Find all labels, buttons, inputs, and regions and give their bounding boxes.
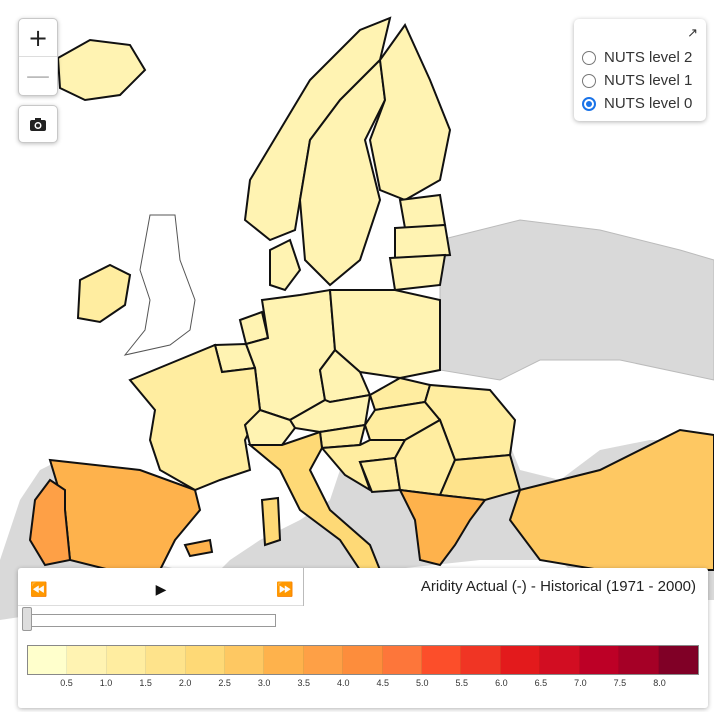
- legend-tick-label: 0.5: [60, 678, 73, 688]
- legend-tick-label: 4.0: [336, 678, 350, 688]
- country-austria[interactable]: [288, 393, 372, 434]
- legend-swatch: [658, 646, 698, 674]
- legend-swatch: [303, 646, 344, 674]
- legend-tick-label: 6.5: [534, 678, 548, 688]
- rewind-icon: ⏪: [30, 580, 48, 597]
- radio-nuts1[interactable]: [582, 73, 596, 88]
- radio-nuts0[interactable]: [582, 96, 596, 111]
- play-button[interactable]: ▶: [146, 576, 176, 602]
- legend-tick-label: 1.0: [99, 678, 113, 688]
- play-icon: ▶: [155, 580, 167, 597]
- rewind-button[interactable]: ⏪: [24, 576, 54, 602]
- divider: [303, 568, 304, 606]
- layer-label: NUTS level 0: [604, 95, 693, 112]
- country-france[interactable]: [128, 343, 262, 492]
- layer-label: NUTS level 2: [604, 49, 693, 66]
- expand-icon[interactable]: ↗: [687, 25, 698, 40]
- legend-swatch: [540, 646, 580, 674]
- legend-tick-label: 3.0: [257, 678, 271, 688]
- legend-swatch: [264, 646, 304, 674]
- country-italy[interactable]: [260, 496, 282, 547]
- color-legend: [27, 645, 699, 675]
- country-italy[interactable]: [247, 430, 382, 571]
- country-cyprus[interactable]: [183, 538, 214, 558]
- legend-swatch: [28, 646, 68, 674]
- legend-swatch: [225, 646, 265, 674]
- legend-tick-label: 7.5: [613, 678, 627, 688]
- legend-swatch: [67, 646, 107, 674]
- legend-tick-label: 2.0: [178, 678, 192, 688]
- legend-tick-label: 5.0: [416, 678, 429, 688]
- legend-tick-label: 5.5: [455, 678, 469, 688]
- legend-tick-label: 2.5: [218, 678, 231, 688]
- country-finland[interactable]: [368, 23, 452, 202]
- zoom-out-button[interactable]: —: [26, 61, 50, 90]
- layer-label: NUTS level 1: [604, 72, 693, 89]
- legend-tick-label: 1.5: [139, 678, 152, 688]
- radio-nuts2[interactable]: [582, 50, 596, 65]
- country-turkey[interactable]: [508, 428, 714, 571]
- layer-switcher: ↗ NUTS level 2 NUTS level 1 NUTS level 0: [574, 19, 706, 121]
- fast-forward-button[interactable]: ⏩: [270, 576, 300, 602]
- legend-swatch: [579, 646, 620, 674]
- legend-swatch: [382, 646, 423, 674]
- screenshot-button[interactable]: [18, 105, 58, 143]
- legend-tick-label: 4.5: [376, 678, 390, 688]
- legend-swatch: [185, 646, 226, 674]
- time-slider[interactable]: [26, 614, 276, 627]
- camera-icon: [30, 117, 46, 131]
- time-slider-handle[interactable]: [22, 607, 32, 631]
- legend-tick-label: 7.0: [574, 678, 587, 688]
- country-latvia[interactable]: [394, 223, 452, 260]
- legend-swatch: [461, 646, 501, 674]
- legend-tick-label: 8.0: [653, 678, 666, 688]
- country-iceland[interactable]: [56, 38, 147, 102]
- map-title: Aridity Actual (-) - Historical (1971 - …: [420, 578, 696, 595]
- time-legend-panel: ⏪ ▶ ⏩ Aridity Actual (-) - Historical (1…: [18, 568, 708, 708]
- legend-tick-label: 3.5: [297, 678, 310, 688]
- zoom-in-button[interactable]: +: [19, 19, 57, 57]
- country-lithuania[interactable]: [388, 253, 447, 292]
- legend-swatch: [106, 646, 147, 674]
- legend-swatch: [619, 646, 659, 674]
- legend-swatch: [146, 646, 186, 674]
- country-estonia[interactable]: [398, 193, 447, 230]
- country-sweden[interactable]: [298, 57, 387, 287]
- country-ireland[interactable]: [76, 263, 132, 324]
- legend-swatch: [422, 646, 462, 674]
- layer-option-nuts1[interactable]: NUTS level 1: [582, 72, 692, 89]
- divider: [18, 605, 303, 606]
- country-greece[interactable]: [398, 488, 487, 567]
- legend-tick-label: 6.0: [495, 678, 508, 688]
- legend-swatch: [500, 646, 541, 674]
- legend-swatch: [343, 646, 383, 674]
- layer-option-nuts0[interactable]: NUTS level 0: [582, 95, 692, 112]
- fast-forward-icon: ⏩: [276, 580, 294, 597]
- country-portugal[interactable]: [28, 478, 72, 567]
- country-denmark[interactable]: [269, 238, 302, 292]
- layer-option-nuts2[interactable]: NUTS level 2: [582, 49, 692, 66]
- zoom-control: + —: [18, 18, 58, 96]
